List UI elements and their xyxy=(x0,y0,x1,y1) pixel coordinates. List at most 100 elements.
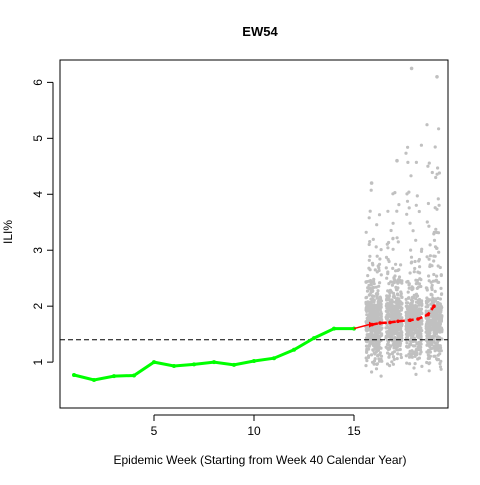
forecast-sample-point xyxy=(375,223,379,227)
forecast-sample-point xyxy=(395,357,399,361)
forecast-sample-point xyxy=(411,326,415,331)
forecast-sample-point xyxy=(378,327,382,331)
forecast-sample-point xyxy=(387,295,391,299)
forecast-sample-point xyxy=(384,326,388,330)
forecast-sample-point xyxy=(397,297,401,301)
series-point-observed xyxy=(172,364,176,368)
forecast-sample-point xyxy=(426,201,430,206)
forecast-sample-point xyxy=(398,341,403,346)
forecast-sample-point xyxy=(432,232,436,236)
forecast-sample-point xyxy=(408,362,412,366)
forecast-sample-point xyxy=(371,237,375,241)
forecast-sample-point xyxy=(428,331,432,335)
forecast-sample-point xyxy=(413,354,417,358)
forecast-sample-point xyxy=(420,303,424,307)
forecast-sample-point xyxy=(415,294,419,298)
y-tick-label: 4 xyxy=(31,191,45,198)
forecast-sample-point xyxy=(418,265,422,269)
forecast-sample-point xyxy=(365,321,369,325)
forecast-max-point xyxy=(435,75,439,79)
forecast-sample-point xyxy=(372,303,376,307)
forecast-sample-point xyxy=(432,328,436,332)
forecast-sample-point xyxy=(410,336,414,340)
forecast-sample-point xyxy=(404,304,408,308)
forecast-sample-point xyxy=(397,275,402,279)
forecast-sample-point xyxy=(388,288,392,292)
forecast-sample-point xyxy=(378,318,382,322)
forecast-sample-point xyxy=(419,249,424,253)
forecast-sample-point xyxy=(373,352,377,356)
forecast-sample-point xyxy=(400,279,404,283)
forecast-sample-point xyxy=(391,326,395,330)
forecast-sample-point xyxy=(430,283,434,287)
series-point-forecast-median xyxy=(396,319,400,324)
forecast-sample-point xyxy=(419,345,423,349)
forecast-sample-point xyxy=(369,297,373,301)
forecast-sample-point xyxy=(369,283,373,287)
forecast-sample-point xyxy=(396,342,400,346)
forecast-sample-point xyxy=(369,317,373,321)
forecast-sample-point xyxy=(405,341,409,345)
forecast-sample-point xyxy=(412,293,416,297)
forecast-sample-point xyxy=(375,313,379,317)
forecast-sample-point xyxy=(394,262,398,266)
forecast-max-point xyxy=(369,181,374,185)
forecast-sample-point xyxy=(425,220,429,224)
forecast-sample-point xyxy=(390,305,394,309)
forecast-sample-point xyxy=(385,362,390,366)
forecast-sample-point xyxy=(410,298,414,302)
forecast-sample-point xyxy=(391,362,395,366)
forecast-sample-point xyxy=(437,203,441,207)
forecast-sample-point xyxy=(436,197,440,201)
forecast-sample-point xyxy=(435,246,439,250)
forecast-sample-point xyxy=(407,283,411,287)
forecast-sample-point xyxy=(369,290,373,295)
forecast-sample-point xyxy=(435,336,439,340)
forecast-sample-point xyxy=(439,359,443,363)
forecast-sample-point xyxy=(390,360,394,364)
forecast-sample-point xyxy=(385,315,389,319)
forecast-sample-point xyxy=(398,322,402,327)
forecast-sample-point xyxy=(404,151,408,155)
forecast-sample-point xyxy=(427,279,431,283)
forecast-sample-point xyxy=(386,209,390,213)
forecast-sample-point xyxy=(368,287,372,291)
forecast-sample-point xyxy=(435,321,439,325)
forecast-sample-point xyxy=(409,174,413,178)
forecast-sample-point xyxy=(370,261,375,265)
forecast-sample-point xyxy=(433,297,438,301)
forecast-sample-point xyxy=(366,274,370,278)
forecast-sample-point xyxy=(375,346,379,350)
forecast-sample-point xyxy=(420,364,424,368)
forecast-sample-point xyxy=(393,328,397,332)
forecast-sample-point xyxy=(417,303,421,307)
forecast-sample-point xyxy=(424,322,428,326)
forecast-sample-point xyxy=(429,342,433,346)
forecast-sample-point xyxy=(364,336,369,340)
series-point-forecast-median xyxy=(378,321,382,325)
forecast-sample-point xyxy=(419,284,423,289)
series-point-forecast-median xyxy=(432,304,436,309)
forecast-sample-point xyxy=(384,255,389,259)
forecast-sample-point xyxy=(397,309,401,313)
forecast-sample-point xyxy=(391,221,395,225)
forecast-sample-point xyxy=(364,308,368,312)
forecast-sample-point xyxy=(413,259,417,264)
forecast-sample-point xyxy=(417,307,421,311)
forecast-sample-point xyxy=(436,347,440,351)
forecast-sample-point xyxy=(414,203,418,207)
forecast-sample-point xyxy=(387,355,391,359)
forecast-connector xyxy=(353,323,370,330)
series-point-observed xyxy=(272,356,276,361)
forecast-spread-layer xyxy=(364,66,444,378)
forecast-sample-point xyxy=(407,332,411,336)
forecast-sample-point xyxy=(434,332,438,336)
forecast-sample-point xyxy=(384,345,388,349)
y-tick-label: 5 xyxy=(31,135,45,142)
forecast-sample-point xyxy=(376,354,380,358)
forecast-sample-point xyxy=(391,247,395,251)
forecast-sample-point xyxy=(416,298,420,302)
series-point-observed xyxy=(292,347,296,352)
forecast-sample-point xyxy=(424,305,428,309)
